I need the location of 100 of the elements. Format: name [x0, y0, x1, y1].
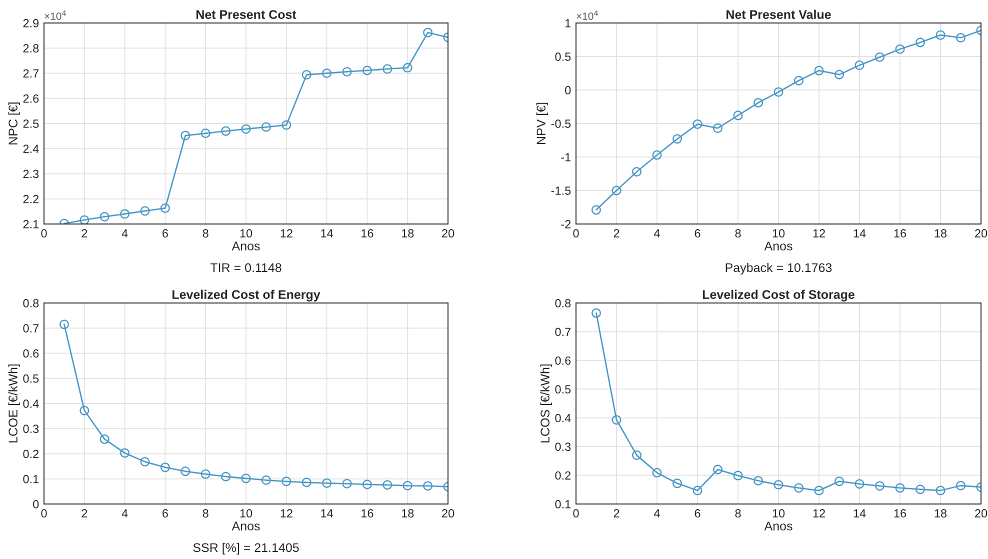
point [342, 478, 352, 488]
point [794, 483, 804, 493]
point [632, 450, 642, 460]
y-tick-label: 0.5 [555, 52, 571, 61]
point [100, 212, 110, 222]
y-tick-label: 2.2 [23, 194, 39, 204]
y-tick-label: 0.6 [23, 349, 39, 358]
point [261, 122, 271, 132]
point [362, 480, 372, 490]
x-tick-label: 18 [402, 509, 414, 518]
y-tick-label: 0.1 [23, 474, 39, 484]
point [632, 166, 642, 177]
x-tick-label: 0 [41, 229, 47, 238]
point [160, 462, 170, 472]
point [712, 464, 723, 474]
x-tick-label: 8 [202, 229, 208, 238]
y-tick-label: 2.7 [23, 69, 39, 78]
point [200, 128, 210, 138]
x-tick-label: 20 [442, 229, 454, 238]
x-tick-label: 6 [694, 509, 700, 518]
y-tick-label: 0.1 [555, 500, 571, 508]
x-tick-label: 18 [402, 229, 414, 238]
x-tick-label: 10 [772, 229, 785, 238]
x-tick-label: 16 [362, 229, 374, 238]
point [423, 481, 433, 491]
x-axis-title: Anos [764, 242, 792, 250]
x-tick-label: 6 [162, 509, 168, 518]
x-tick-label: 20 [975, 229, 988, 238]
point [794, 76, 804, 86]
point [382, 64, 392, 74]
y-tick-label: 1 [565, 19, 571, 28]
x-tick-label: 18 [934, 229, 947, 238]
x-tick-label: 4 [654, 509, 660, 518]
x-tick-label: 12 [813, 509, 825, 518]
y-tick-label: 2.9 [23, 19, 39, 28]
y-tick-label: 0.8 [555, 299, 571, 308]
point [672, 134, 682, 144]
text: ×10$^{4}$ [44, 10, 66, 20]
point [322, 68, 332, 78]
x-tick-label: 6 [694, 229, 700, 238]
point [956, 32, 966, 43]
point [854, 60, 864, 70]
y-tick-label: -1.5 [551, 186, 571, 195]
point [854, 479, 864, 489]
point [80, 215, 90, 224]
y-tick-label: -0.5 [551, 120, 571, 128]
x-tick-label: 12 [280, 509, 292, 518]
point [895, 483, 905, 493]
point [120, 448, 130, 458]
point [362, 66, 372, 76]
x-tick-label: 4 [122, 509, 128, 518]
y-tick-label: 2.3 [23, 170, 39, 178]
x-tick-label: 16 [894, 229, 906, 238]
y-tick-label: 0.4 [555, 414, 571, 422]
point [834, 476, 844, 486]
point [692, 119, 702, 129]
text: TIR = 0.1148 [210, 263, 282, 272]
y-tick-label: 2.4 [23, 144, 39, 153]
point [402, 480, 412, 490]
point [302, 478, 312, 488]
point [956, 480, 966, 490]
point [241, 124, 251, 134]
y-tick-label: 2.1 [23, 220, 39, 228]
x-axis-title: Anos [232, 522, 260, 530]
point [180, 466, 190, 476]
chart-title: Net Present Cost [196, 10, 296, 19]
x-axis-title: Anos [764, 522, 792, 530]
x-tick-label: 6 [162, 229, 168, 238]
point [591, 205, 602, 215]
x-tick-label: 10 [240, 229, 252, 238]
point [302, 70, 312, 80]
point [221, 472, 231, 482]
x-tick-label: 12 [813, 229, 825, 238]
text: Payback = 10.1763 [726, 262, 832, 275]
point [180, 130, 190, 140]
y-tick-label: 0 [565, 86, 571, 94]
x-tick-label: 14 [321, 509, 334, 518]
point [712, 123, 723, 133]
point [100, 434, 110, 444]
point [140, 457, 150, 467]
point [895, 44, 905, 54]
y-tick-label: 0.2 [23, 450, 39, 458]
point [672, 478, 682, 488]
x-tick-label: 2 [614, 229, 620, 238]
y-axis-title: NPC [€] [8, 102, 20, 144]
chart-title: Net Present Value [726, 10, 831, 19]
point [261, 475, 271, 485]
point [423, 28, 433, 38]
x-tick-label: 16 [894, 509, 906, 518]
y-tick-label: 0 [33, 500, 39, 508]
point [774, 87, 784, 97]
y-axis-title: LCOS [€/kWh] [540, 364, 552, 442]
point [402, 62, 412, 73]
y-tick-label: 2.5 [23, 120, 39, 128]
point [200, 469, 210, 479]
point [814, 66, 824, 76]
point [874, 481, 885, 491]
x-tick-label: 8 [735, 229, 741, 238]
x-tick-label: 2 [82, 229, 88, 238]
x-tick-label: 16 [362, 509, 374, 518]
